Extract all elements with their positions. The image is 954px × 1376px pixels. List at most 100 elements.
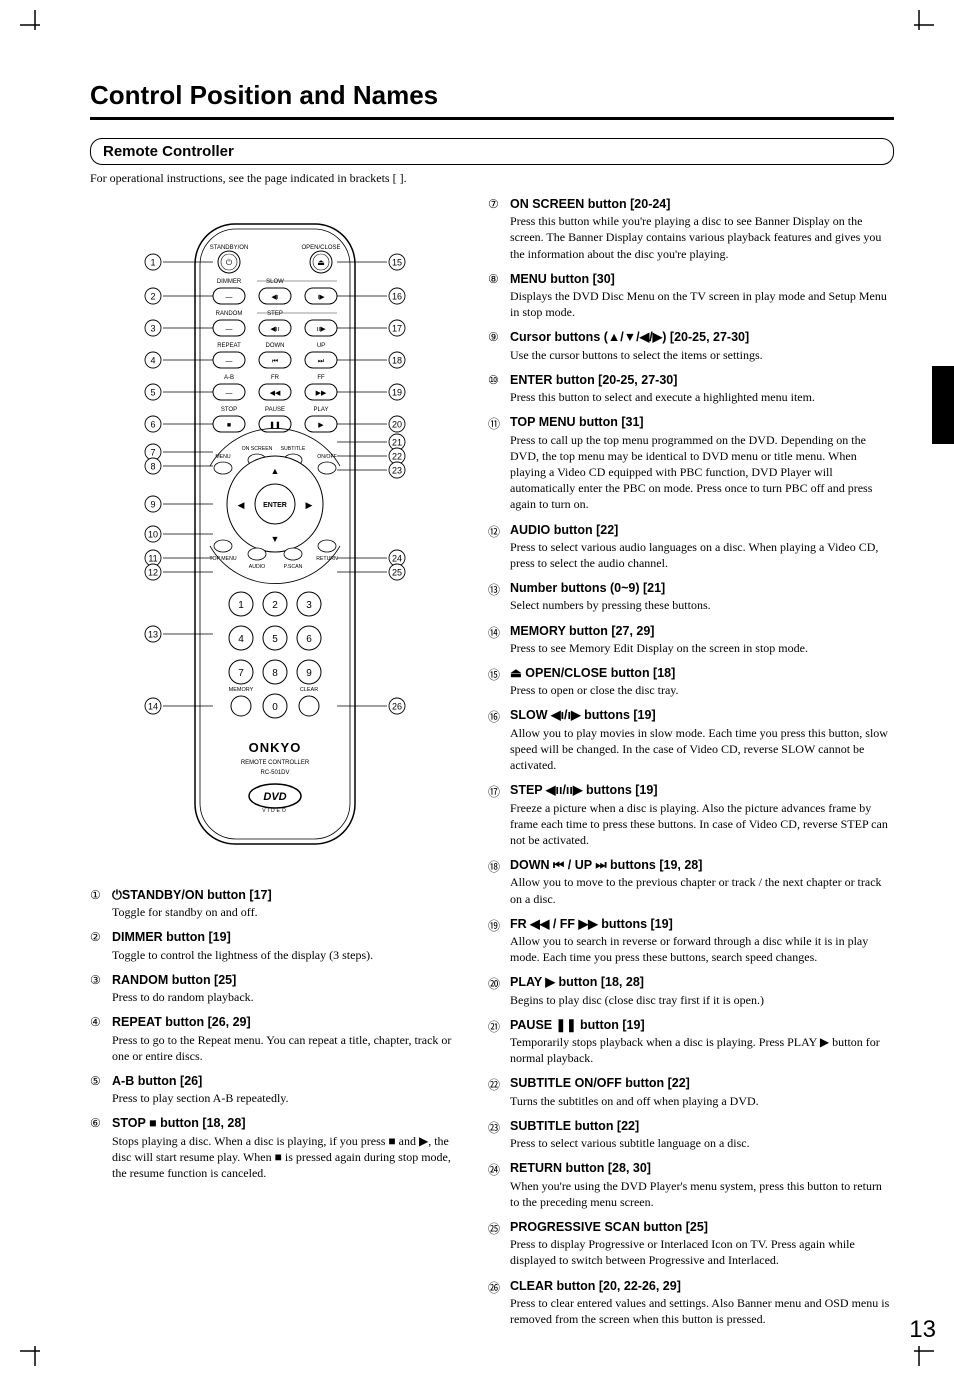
svg-text:8: 8 (272, 668, 278, 679)
entry: ⑤ A-B button [26] Press to play section … (90, 1073, 460, 1106)
entry-title: CLEAR button [20, 22-26, 29] (510, 1278, 894, 1294)
svg-text:15: 15 (392, 258, 402, 268)
svg-text:OPEN/CLOSE: OPEN/CLOSE (301, 245, 340, 251)
entry-title: PROGRESSIVE SCAN button [25] (510, 1219, 894, 1235)
entry-desc: Allow you to search in reverse or forwar… (510, 933, 894, 965)
entry: ⑭ MEMORY button [27, 29] Press to see Me… (488, 623, 894, 656)
entry-number: ⑬ (488, 580, 510, 613)
svg-text:—: — (226, 326, 233, 333)
svg-text:3: 3 (150, 324, 155, 334)
left-column: STANDBY/ON⏻OPEN/CLOSE⏏DIMMER—SLOW◀ıı▶RAN… (90, 196, 460, 1336)
svg-text:▶▶: ▶▶ (316, 390, 327, 397)
entry-number: ㉖ (488, 1278, 510, 1328)
entry-desc: Press to play section A-B repeatedly. (112, 1090, 460, 1106)
entry-number: ① (90, 887, 112, 920)
svg-text:REMOTE CONTROLLER: REMOTE CONTROLLER (241, 760, 310, 766)
entry: ㉓ SUBTITLE button [22] Press to select v… (488, 1118, 894, 1151)
entry-title: RETURN button [28, 30] (510, 1160, 894, 1176)
entry-desc: Press to see Memory Edit Display on the … (510, 640, 894, 656)
svg-text:ıı▶: ıı▶ (316, 326, 326, 333)
entry-title: Cursor buttons (▲/▼/◀/▶) [20-25, 27-30] (510, 329, 894, 345)
entry-title: DOWN ⏮ / UP ⏭ buttons [19, 28] (510, 857, 894, 873)
entry-number: ⑥ (90, 1115, 112, 1181)
svg-text:REPEAT: REPEAT (217, 343, 241, 349)
entry-title: SUBTITLE button [22] (510, 1118, 894, 1134)
svg-text:8: 8 (150, 462, 155, 472)
svg-text:TOP MENU: TOP MENU (209, 556, 236, 562)
entry-desc: When you're using the DVD Player's menu … (510, 1178, 894, 1210)
entry: ㉔ RETURN button [28, 30] When you're usi… (488, 1160, 894, 1210)
entry-number: ⑳ (488, 974, 510, 1007)
svg-text:2: 2 (150, 292, 155, 302)
svg-text:CLEAR: CLEAR (300, 687, 318, 693)
svg-text:22: 22 (392, 452, 402, 462)
svg-text:9: 9 (306, 668, 312, 679)
entry-title: Number buttons (0~9) [21] (510, 580, 894, 596)
entry-desc: Press to open or close the disc tray. (510, 682, 894, 698)
svg-text:16: 16 (392, 292, 402, 302)
svg-text:⏮: ⏮ (272, 358, 278, 365)
svg-text:—: — (226, 358, 233, 365)
svg-text:ON SCREEN: ON SCREEN (242, 446, 273, 452)
entry-desc: Select numbers by pressing these buttons… (510, 597, 894, 613)
entry-desc: Press to go to the Repeat menu. You can … (112, 1032, 460, 1064)
svg-text:14: 14 (148, 702, 158, 712)
svg-text:A-B: A-B (224, 375, 234, 381)
svg-text:◀ı: ◀ı (271, 294, 278, 301)
svg-text:◀◀: ◀◀ (270, 390, 281, 397)
svg-text:■: ■ (227, 422, 231, 429)
entry-title: ON SCREEN button [20-24] (510, 196, 894, 212)
entry: ⑲ FR ◀◀ / FF ▶▶ buttons [19] Allow you t… (488, 916, 894, 966)
entry-title: DIMMER button [19] (112, 929, 460, 945)
svg-text:6: 6 (306, 634, 312, 645)
entry-desc: Use the cursor buttons to select the ite… (510, 347, 894, 363)
entry-desc: Press this button while you're playing a… (510, 213, 894, 262)
svg-text:13: 13 (148, 630, 158, 640)
svg-text:2: 2 (272, 600, 278, 611)
entry-desc: Displays the DVD Disc Menu on the TV scr… (510, 288, 894, 320)
svg-text:STEP: STEP (267, 311, 283, 317)
entry-number: ⑲ (488, 916, 510, 966)
entry: ⑳ PLAY ▶ button [18, 28] Begins to play … (488, 974, 894, 1007)
intro-text: For operational instructions, see the pa… (90, 171, 894, 186)
svg-text:PAUSE: PAUSE (265, 407, 285, 413)
entry-desc: Press to display Progressive or Interlac… (510, 1236, 894, 1268)
entry-number: ⑱ (488, 857, 510, 907)
svg-text:▶: ▶ (318, 422, 324, 429)
svg-text:ENTER: ENTER (263, 502, 287, 509)
page-title: Control Position and Names (90, 80, 894, 120)
entry-title: SUBTITLE ON/OFF button [22] (510, 1075, 894, 1091)
entry-title: MEMORY button [27, 29] (510, 623, 894, 639)
svg-text:▲: ▲ (271, 466, 280, 476)
entry-desc: Allow you to play movies in slow mode. E… (510, 725, 894, 774)
svg-text:DVD: DVD (263, 791, 286, 803)
entry-desc: Press this button to select and execute … (510, 389, 894, 405)
svg-text:DOWN: DOWN (266, 343, 285, 349)
entry-number: ⑤ (90, 1073, 112, 1106)
entry: ⑪ TOP MENU button [31] Press to call up … (488, 414, 894, 512)
entry-title: ⏏ OPEN/CLOSE button [18] (510, 665, 894, 681)
entry-desc: Temporarily stops playback when a disc i… (510, 1034, 894, 1066)
entry: ⑧ MENU button [30] Displays the DVD Disc… (488, 271, 894, 321)
entry: ⑬ Number buttons (0~9) [21] Select numbe… (488, 580, 894, 613)
svg-text:STANDBY/ON: STANDBY/ON (210, 245, 249, 251)
entry-number: ④ (90, 1014, 112, 1064)
svg-text:MEMORY: MEMORY (229, 687, 254, 693)
entry: ⑱ DOWN ⏮ / UP ⏭ buttons [19, 28] Allow y… (488, 857, 894, 907)
entry-desc: Freeze a picture when a disc is playing.… (510, 800, 894, 849)
svg-text:7: 7 (150, 448, 155, 458)
svg-text:RETURN: RETURN (316, 556, 338, 562)
svg-text:ON/OFF: ON/OFF (317, 454, 337, 460)
svg-text:▶: ▶ (306, 500, 313, 510)
entry-number: ⑩ (488, 372, 510, 405)
entry: ⑥ STOP ■ button [18, 28] Stops playing a… (90, 1115, 460, 1181)
entry-number: ② (90, 929, 112, 962)
svg-text:6: 6 (150, 420, 155, 430)
entry-desc: Toggle for standby on and off. (112, 904, 460, 920)
svg-text:ı▶: ı▶ (317, 294, 325, 301)
entry: ㉕ PROGRESSIVE SCAN button [25] Press to … (488, 1219, 894, 1269)
entry-desc: Stops playing a disc. When a disc is pla… (112, 1133, 460, 1182)
entry-desc: Turns the subtitles on and off when play… (510, 1093, 894, 1109)
entry: ⑮ ⏏ OPEN/CLOSE button [18] Press to open… (488, 665, 894, 698)
entry-title: PAUSE ❚❚ button [19] (510, 1017, 894, 1033)
